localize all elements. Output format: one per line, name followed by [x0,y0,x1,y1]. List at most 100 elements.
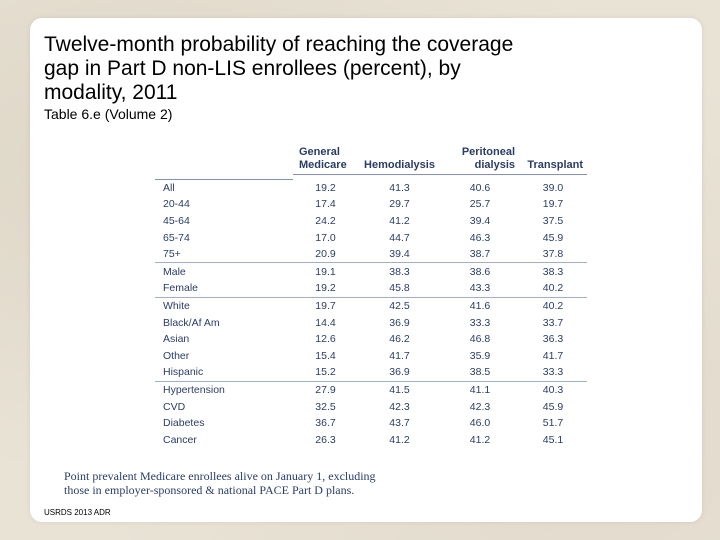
table-cell: 38.7 [441,245,519,264]
row-header-spacer [155,146,293,175]
table-cell: 27.9 [315,383,336,396]
table-cell: 46.2 [389,333,410,346]
table-cell: 20.9 [293,245,358,264]
table-cell: 38.3 [542,265,564,278]
table-cell: 24.2 [315,214,336,227]
col-hemodialysis-label: Hemodialysis [364,159,435,171]
table-cell: 42.3 [469,400,491,413]
table-cell: 39.4 [469,214,491,227]
row-label: White [163,299,190,312]
table-row: Hispanic 15.2 36.9 38.5 33.3 [155,364,587,382]
row-label: Diabetes [163,417,205,430]
col-peritoneal-line2: dialysis [474,159,515,171]
col-hemodialysis: Hemodialysis [358,146,441,175]
table-cell: 40.2 [519,280,587,298]
table-cell: 37.5 [542,214,564,227]
row-label: Hypertension [163,383,225,396]
table-cell: 46.3 [469,231,491,244]
table-row: CVD 32.5 42.3 42.3 45.9 [155,398,587,415]
table-cell: 12.6 [315,333,336,346]
table-cell: 37.8 [519,245,587,264]
table-cell: 41.1 [469,383,491,396]
table-cell: 35.9 [469,349,491,362]
table-cell: 41.7 [542,349,564,362]
table-cell: 41.3 [389,181,410,194]
table-cell: 19.1 [315,265,336,278]
table-cell: 41.7 [389,349,410,362]
table-cell: 26.3 [315,433,336,446]
table-cell: 41.2 [389,433,410,446]
table-cell: 45.9 [542,400,564,413]
table-cell: 51.7 [542,417,564,430]
table-cell: 39.4 [358,245,441,264]
row-label: 20-44 [163,198,190,211]
table-row: 20-44 17.4 29.7 25.7 19.7 [155,196,587,213]
row-label: Female [155,280,293,298]
col-transplant-label: Transplant [527,159,583,171]
table-cell: 43.3 [441,280,519,298]
table-row: Asian 12.6 46.2 46.8 36.3 [155,331,587,348]
table-cell: 36.3 [542,333,564,346]
table-cell: 41.5 [389,383,410,396]
table-cell: 38.6 [469,265,491,278]
col-general-medicare-line2: Medicare [299,159,347,171]
table-cell: 39.0 [542,181,564,194]
table-cell: 33.7 [542,316,564,329]
table-cell: 25.7 [469,198,491,211]
table-cell: 32.5 [315,400,336,413]
table-cell: 33.3 [469,316,491,329]
table-cell: 36.9 [358,364,441,382]
table-cell: 19.7 [542,198,564,211]
table-row: Diabetes 36.7 43.7 46.0 51.7 [155,415,587,432]
table-cell: 45.8 [358,280,441,298]
source-label: USRDS 2013 ADR [44,508,111,517]
table-cell: 19.2 [315,181,336,194]
table-cell: 45.1 [542,433,564,446]
table-cell: 15.4 [315,349,336,362]
col-peritoneal-line1: Peritoneal [461,146,515,158]
table-row: Other 15.4 41.7 35.9 41.7 [155,347,587,364]
row-label: Male [163,265,186,278]
table-cell: 19.2 [293,280,358,298]
row-label: All [163,181,175,194]
row-label: CVD [163,400,186,413]
table-body: All 19.2 41.3 40.6 39.0 20-44 17.4 29.7 25.7 19.7… [155,179,587,448]
table-row: Black/Af Am 14.4 36.9 33.3 33.7 [155,314,587,331]
table-cell: 43.7 [389,417,410,430]
table-row: 65-74 17.0 44.7 46.3 45.9 [155,229,587,246]
row-label: 45-64 [163,214,190,227]
table-cell: 15.2 [293,364,358,382]
table-cell: 44.7 [389,231,410,244]
col-general-medicare-line1: General [299,146,340,158]
table-row: White 19.7 42.5 41.6 40.2 [155,297,587,314]
slide-subtitle: Table 6.e (Volume 2) [44,106,173,122]
table-cell: 17.4 [315,198,336,211]
table-cell: 42.3 [389,400,410,413]
table-cell: 46.8 [469,333,491,346]
table-cell: 14.4 [315,316,336,329]
table-cell: 40.2 [542,299,564,312]
table-cell: 46.0 [469,417,491,430]
table-header-row: General Medicare Hemodialysis Peritoneal… [155,146,587,175]
footnote-line1: Point prevalent Medicare enrollees alive… [64,469,376,483]
slide-title: Twelve-month probability of reaching the… [44,33,514,104]
row-label: Black/Af Am [163,316,220,329]
table-cell: 38.3 [389,265,410,278]
table-cell: 40.3 [542,383,564,396]
table-row: 75+ 20.9 39.4 38.7 37.8 [155,245,587,264]
table-row: All 19.2 41.3 40.6 39.0 [155,179,587,196]
header-rule-row [155,174,587,180]
footnote: Point prevalent Medicare enrollees alive… [64,469,376,497]
table-cell: 41.2 [469,433,491,446]
table-cell: 33.3 [519,364,587,382]
table-cell: 17.0 [315,231,336,244]
table-row: Hypertension 27.9 41.5 41.1 40.3 [155,381,587,398]
table-cell: 36.7 [315,417,336,430]
table-cell: 36.9 [389,316,410,329]
row-label: Other [163,349,190,362]
row-label: Cancer [163,433,197,446]
col-general-medicare: General Medicare [293,146,358,175]
row-label: 65-74 [163,231,190,244]
coverage-gap-table: General Medicare Hemodialysis Peritoneal… [155,146,587,448]
col-peritoneal-dialysis: Peritoneal dialysis [441,146,519,175]
